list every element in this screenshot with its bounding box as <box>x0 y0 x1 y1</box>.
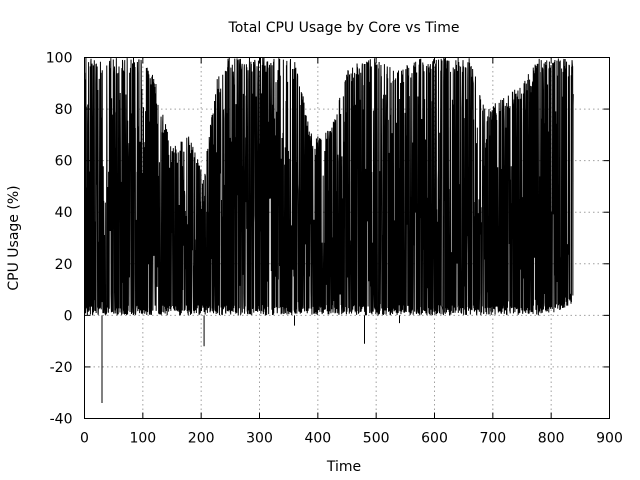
y-tick-label: 40 <box>55 205 73 221</box>
x-tick-label: 700 <box>479 431 506 447</box>
series-line-cpu-usage <box>84 57 574 404</box>
y-tick-label: 20 <box>55 257 73 273</box>
plot-frame <box>84 57 610 419</box>
x-tick-label: 600 <box>421 431 448 447</box>
y-tick-label: 80 <box>55 102 73 118</box>
y-tick-label: 0 <box>64 308 73 324</box>
y-axis-label: CPU Usage (%) <box>6 185 22 290</box>
chart-title: Total CPU Usage by Core vs Time <box>228 20 460 36</box>
x-tick-label: 400 <box>304 431 331 447</box>
y-tick-label: 100 <box>46 51 73 67</box>
series-cpu-usage <box>84 57 574 404</box>
x-axis-label: Time <box>326 459 361 475</box>
x-tick-label: 200 <box>188 431 215 447</box>
x-tick-label: 900 <box>596 431 623 447</box>
x-tick-label: 300 <box>246 431 273 447</box>
axis-ticks: -40 -20 0 20 40 60 80 100 0 100 200 300 400 500 600 700… <box>46 51 623 447</box>
y-tick-label: 60 <box>55 154 73 170</box>
x-tick-label: 500 <box>363 431 390 447</box>
y-tick-label: -20 <box>50 360 73 376</box>
x-tick-label: 800 <box>538 431 565 447</box>
x-tick-label: 0 <box>80 431 89 447</box>
y-tick-label: -40 <box>50 412 73 428</box>
x-tick-label: 100 <box>129 431 156 447</box>
